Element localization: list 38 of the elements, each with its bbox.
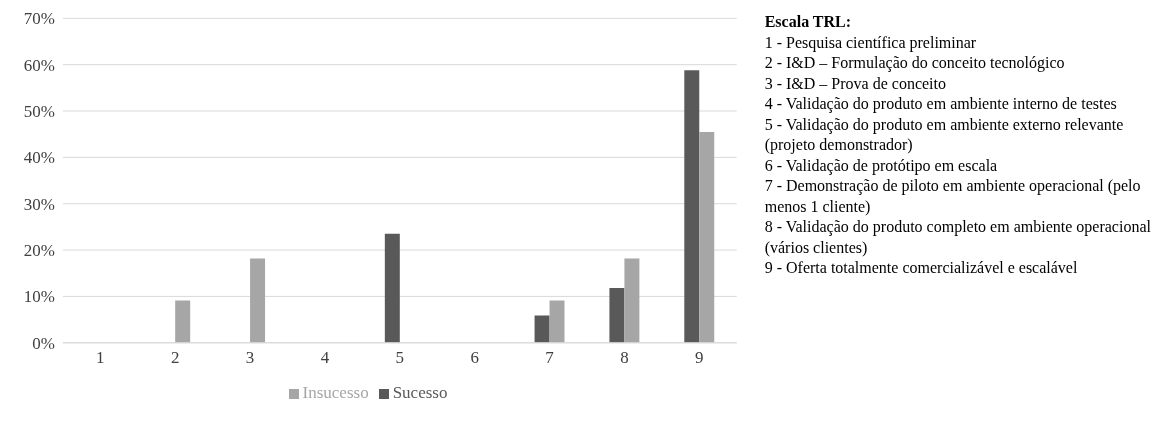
text: 4 - Validação do produto em ambiente interno de testes bbox=[764, 94, 1118, 115]
bar bbox=[250, 258, 266, 343]
bar bbox=[175, 300, 191, 343]
x-tick-label: 2 bbox=[170, 347, 180, 367]
text: 3 - I&D – Prova de conceito bbox=[764, 73, 947, 94]
text: 7 - Demonstração de piloto em ambiente operacional (pelo menos 1 cliente) bbox=[764, 176, 1142, 217]
y-tick-label: 50% bbox=[23, 102, 55, 122]
bar bbox=[549, 300, 565, 343]
text: 9 - Oferta totalmente comercializável e escalável bbox=[764, 258, 1079, 278]
text: 1 - Pesquisa científica preliminar bbox=[764, 32, 978, 53]
x-tick-label: 6 bbox=[470, 347, 479, 367]
y-tick-label: 10% bbox=[23, 287, 55, 307]
y-tick-label: 30% bbox=[23, 194, 55, 214]
text: 2 - I&D – Formulação do conceito tecnológico bbox=[764, 53, 1066, 74]
y-tick-label: 20% bbox=[23, 241, 55, 261]
x-tick-label: 9 bbox=[695, 347, 704, 367]
legend-label: Sucesso bbox=[392, 383, 448, 402]
bar bbox=[624, 258, 640, 343]
legend-label: Insucesso bbox=[302, 383, 369, 402]
x-tick-label: 5 bbox=[395, 347, 405, 367]
bar bbox=[609, 288, 625, 343]
x-tick-label: 3 bbox=[245, 347, 255, 367]
text: 6 - Validação de protótipo em escala bbox=[764, 155, 999, 176]
text: 5 - Validação do produto em ambiente externo relevante (projeto demonstrador) bbox=[764, 114, 1125, 156]
x-tick-label: 7 bbox=[545, 347, 554, 367]
bar bbox=[384, 233, 400, 343]
bar bbox=[534, 315, 550, 343]
bar bbox=[684, 70, 700, 343]
y-tick-label: 70% bbox=[23, 9, 55, 29]
text: 8 - Validação do produto completo em ambiente operacional (vários clientes) bbox=[764, 217, 1152, 258]
y-tick-label: 0% bbox=[32, 333, 55, 353]
y-tick-label: 40% bbox=[23, 148, 55, 168]
text: Escala TRL: bbox=[764, 12, 853, 32]
bar bbox=[699, 131, 715, 343]
x-tick-label: 8 bbox=[620, 347, 629, 367]
x-tick-label: 1 bbox=[96, 347, 105, 367]
y-tick-label: 60% bbox=[23, 55, 55, 75]
x-tick-label: 4 bbox=[320, 347, 330, 367]
